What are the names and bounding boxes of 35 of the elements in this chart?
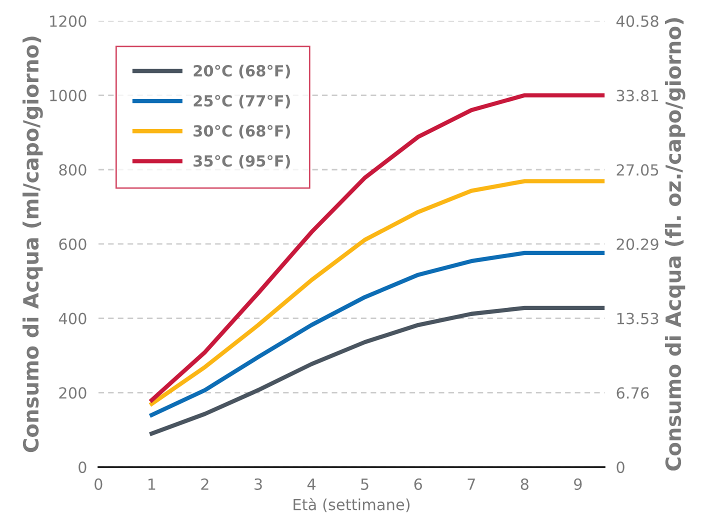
y2-axis-title: Consumo di Acqua (fl. oz./capo/giorno): [664, 18, 686, 471]
x-tick-label: 6: [414, 478, 422, 490]
y-tick-label: 200: [59, 387, 86, 399]
legend-label: 20°C (68°F): [194, 64, 290, 78]
x-tick-label: 9: [574, 478, 582, 490]
x-tick-label: 7: [468, 478, 475, 490]
y-tick-label: 800: [59, 164, 86, 176]
y2-tick-label: 33.81: [616, 90, 658, 102]
x-tick-label: 4: [307, 478, 316, 490]
x-tick-label: 5: [361, 478, 368, 490]
legend-label: 35°C (95°F): [194, 154, 290, 169]
x-tick-label: 8: [520, 478, 528, 490]
y2-tick-label: 13.53: [617, 312, 658, 324]
y2-tick-label: 27.05: [616, 164, 658, 176]
y-tick-label: 600: [59, 238, 86, 250]
y-tick-label: 400: [58, 312, 86, 324]
y2-tick-label: 40.58: [616, 15, 658, 27]
line-series: [150, 250, 605, 418]
line-series: [150, 93, 605, 402]
y-tick-label: 1000: [50, 90, 86, 102]
y-axis-title: Consumo di Acqua (ml/capo/giorno): [22, 36, 43, 452]
x-tick-label: 3: [254, 478, 262, 490]
legend-label: 25°C (77°F): [194, 94, 290, 108]
y2-tick-label: 20.29: [616, 238, 658, 250]
x-tick-label: 2: [201, 478, 208, 490]
x-tick-label: 0: [94, 478, 102, 490]
line-series: [150, 179, 605, 406]
line-series: [150, 306, 605, 436]
y2-tick-label: 6.76: [616, 387, 649, 399]
legend-label: 30°C (68°F): [194, 124, 290, 138]
y2-tick-label: 0: [616, 462, 624, 474]
x-tick-label: 1: [148, 478, 156, 490]
x-axis-title: Età (settimane): [294, 498, 410, 512]
y-tick-label: 1200: [50, 15, 86, 27]
y-tick-label: 0: [78, 462, 86, 474]
